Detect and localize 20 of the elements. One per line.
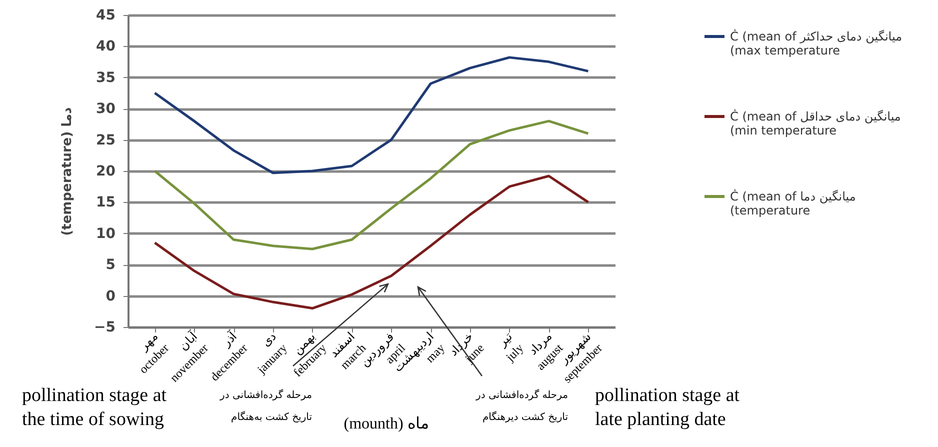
line-series xyxy=(154,56,590,174)
y-tick-label: 20 xyxy=(96,164,116,180)
text: pollination stage at the time of sowing xyxy=(22,384,167,432)
y-tick-label: 15 xyxy=(96,194,116,211)
y-tick-label: 35 xyxy=(96,70,116,86)
text: مرحله گرده‌افشانی در تاریخ کشت دیرهنگام xyxy=(474,388,568,425)
y-tick-label: 25 xyxy=(96,132,116,148)
line-series xyxy=(154,174,590,310)
x-axis-title: (mounth) ماه xyxy=(344,416,430,432)
y-tick-label: 30 xyxy=(96,101,116,118)
y-tick-label: 0 xyxy=(106,288,116,304)
y-tick-label: 5 xyxy=(106,257,116,274)
y-tick-label: 10 xyxy=(96,226,116,242)
text: مرحله گرده‌افشانی در تاریخ کشت به‌هنگام xyxy=(218,388,312,425)
y-tick-label: 40 xyxy=(96,38,116,55)
y-axis-title: (temperature) دما xyxy=(60,106,76,236)
text: pollination stage at late planting date xyxy=(595,384,740,432)
y-tick-label: −5 xyxy=(94,320,116,336)
line-series xyxy=(154,120,590,250)
y-tick-label: 45 xyxy=(96,8,116,24)
